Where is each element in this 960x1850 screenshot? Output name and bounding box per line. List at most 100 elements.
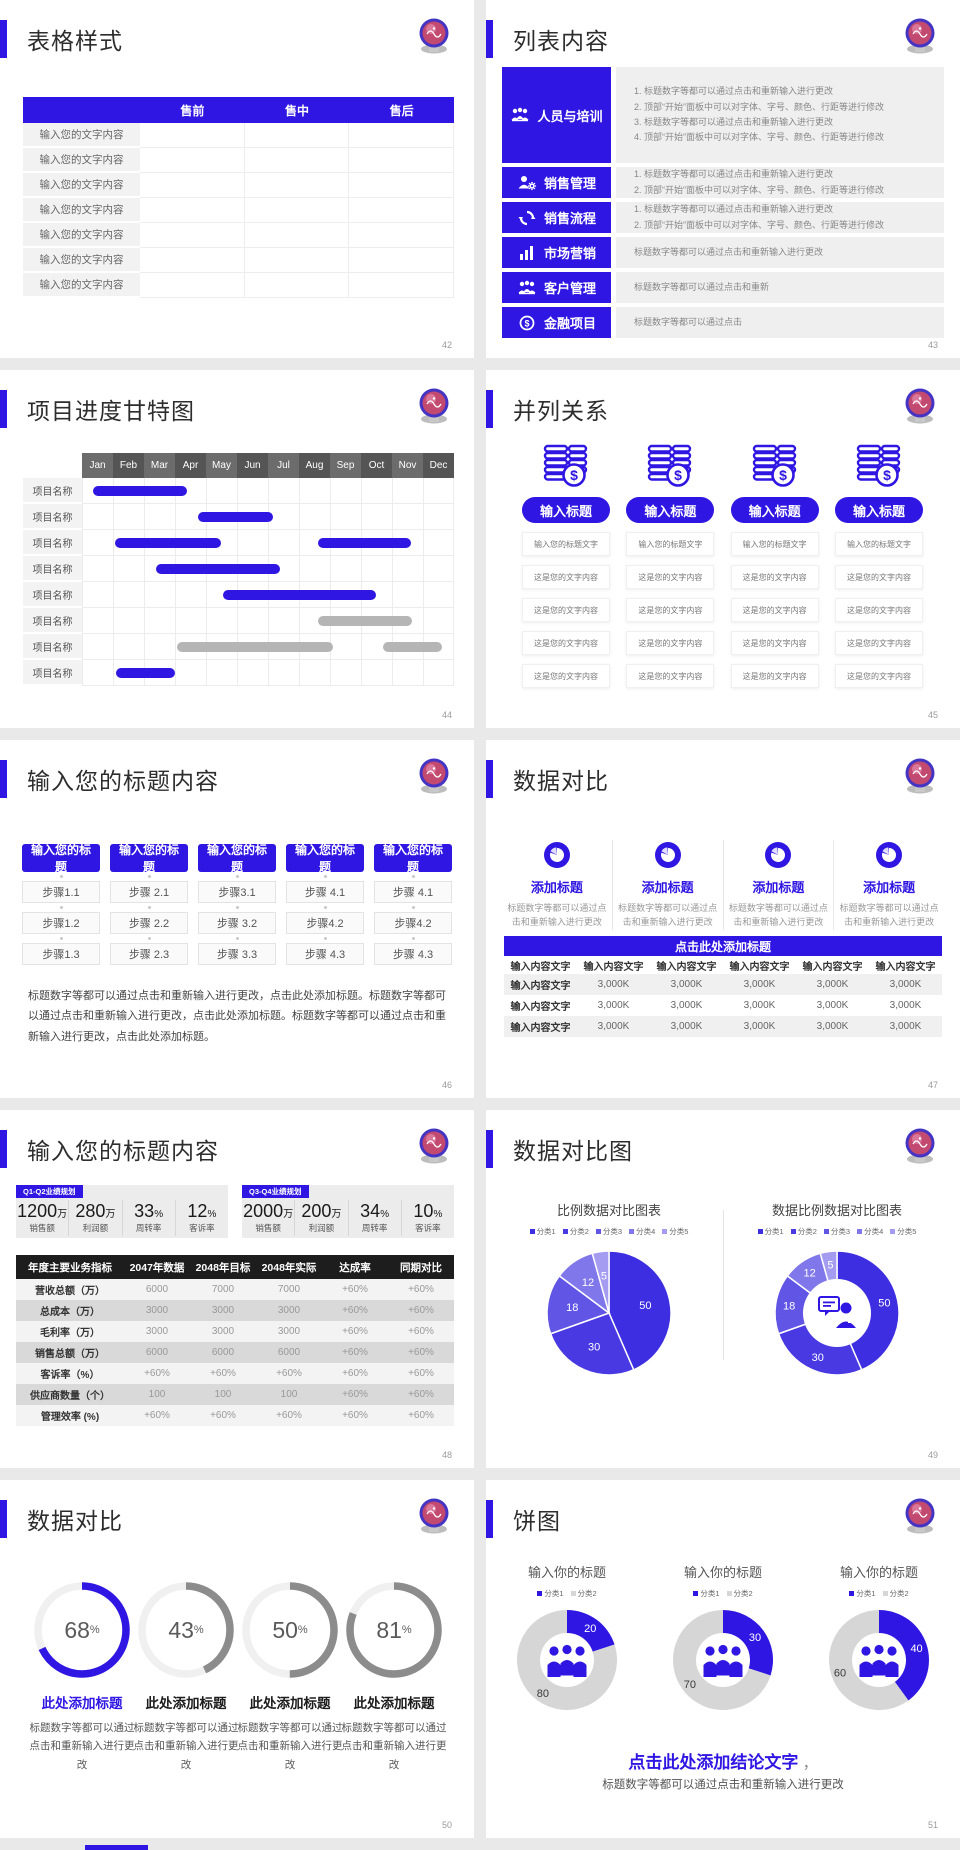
gantt-row-label[interactable]: 项目名称 xyxy=(23,608,82,634)
step-cell[interactable]: 步骤3.1 xyxy=(198,881,276,903)
empty-cell[interactable] xyxy=(349,148,455,173)
slide-44-gantt-chart[interactable]: 项目进度甘特图 Jan Feb Mar Apr May Jun Jul Aug Sep Oct No… xyxy=(0,370,474,728)
column-text-cell[interactable]: 这是您的文字内容 xyxy=(834,664,923,688)
gantt-row-label[interactable]: 项目名称 xyxy=(23,530,82,556)
empty-cell[interactable] xyxy=(349,173,455,198)
empty-cell[interactable] xyxy=(349,123,455,148)
step-cell[interactable]: 步骤 4.3 xyxy=(374,943,452,965)
slide-50-progress-rings[interactable]: 数据对比 68% 此处添加标题 标题数字等都可以通过点击和重新输入进行更改 43% 此处… xyxy=(0,1480,474,1838)
column-text-cell[interactable]: 这是您的文字内容 xyxy=(834,631,923,655)
empty-cell[interactable] xyxy=(244,223,350,248)
column-text-cell[interactable]: 这是您的文字内容 xyxy=(626,631,715,655)
column-text-cell[interactable]: 这是您的文字内容 xyxy=(522,631,610,655)
empty-cell[interactable] xyxy=(140,248,245,273)
gantt-bar[interactable] xyxy=(317,616,413,626)
slide-43-list-content[interactable]: 列表内容 人员与培训 1. 标题数字等都可以通过点击和重新输入进行更改 2. 顶部“… xyxy=(486,0,960,358)
gantt-bar[interactable] xyxy=(317,538,411,548)
empty-cell[interactable] xyxy=(140,223,245,248)
column-text-cell[interactable]: 这是您的文字内容 xyxy=(626,565,715,589)
step-cell[interactable]: 步骤4.2 xyxy=(286,912,364,934)
empty-cell[interactable] xyxy=(244,123,350,148)
column-text-cell[interactable]: 这是您的文字内容 xyxy=(522,598,610,622)
step-header-button[interactable]: 输入您的标题 xyxy=(374,843,452,874)
gantt-row-label[interactable]: 项目名称 xyxy=(23,556,82,582)
step-cell[interactable]: 步骤 2.1 xyxy=(110,881,188,903)
empty-cell[interactable] xyxy=(140,123,245,148)
list-item-button[interactable]: $ 金融项目 xyxy=(502,307,611,338)
table-title-bar[interactable]: 点击此处添加标题 xyxy=(504,936,942,956)
step-cell[interactable]: 步骤 4.3 xyxy=(286,943,364,965)
column-text-cell[interactable]: 这是您的文字内容 xyxy=(834,598,923,622)
list-item-button[interactable]: 市场营销 xyxy=(502,237,611,268)
slide-46-steps[interactable]: 输入您的标题内容 输入您的标题 步骤1.1 步骤1.2 步骤1.3 输入您的标题 步骤 2… xyxy=(0,740,474,1098)
empty-cell[interactable] xyxy=(244,273,350,298)
gantt-bar[interactable] xyxy=(198,512,273,522)
column-text-cell[interactable]: 这是您的文字内容 xyxy=(730,598,819,622)
gantt-row-label[interactable]: 项目名称 xyxy=(23,634,82,660)
step-cell[interactable]: 步骤1.3 xyxy=(22,943,100,965)
column-text-cell[interactable]: 这是您的文字内容 xyxy=(730,664,819,688)
column-text-cell[interactable]: 这是您的文字内容 xyxy=(522,664,610,688)
slide-47-data-compare[interactable]: 数据对比 添加标题 标题数字等都可以通过点击和重新输入进行更改 添加标题 标题数字等都… xyxy=(486,740,960,1098)
empty-cell[interactable] xyxy=(349,273,455,298)
step-cell[interactable]: 步骤 4.1 xyxy=(374,881,452,903)
row-label-cell[interactable]: 输入您的文字内容 xyxy=(23,248,140,273)
column-text-cell[interactable]: 这是您的文字内容 xyxy=(730,631,819,655)
slide-48-kpi-table[interactable]: 输入您的标题内容 Q1-Q2业绩规划 1200万 销售额 280万 利润额 33% 周转率 1… xyxy=(0,1110,474,1468)
column-title-button[interactable]: 输入标题 xyxy=(522,497,610,523)
row-label-cell[interactable]: 输入您的文字内容 xyxy=(23,223,140,248)
gantt-bar[interactable] xyxy=(156,564,281,574)
column-title-button[interactable]: 输入标题 xyxy=(730,497,819,523)
gantt-row-label[interactable]: 项目名称 xyxy=(23,478,82,504)
step-cell[interactable]: 步骤 4.1 xyxy=(286,881,364,903)
column-text-cell[interactable]: 这是您的文字内容 xyxy=(522,565,610,589)
column-text-cell[interactable]: 这是您的文字内容 xyxy=(730,565,819,589)
column-text-cell[interactable]: 输入您的标题文字 xyxy=(834,532,923,556)
step-cell[interactable]: 步骤 3.2 xyxy=(198,912,276,934)
gantt-bar[interactable] xyxy=(116,668,175,678)
step-cell[interactable]: 步骤 3.3 xyxy=(198,943,276,965)
gantt-bar[interactable] xyxy=(176,642,334,652)
row-label-cell[interactable]: 输入您的文字内容 xyxy=(23,198,140,223)
gantt-bar[interactable] xyxy=(223,590,377,600)
gantt-bar[interactable] xyxy=(382,642,442,652)
step-header-button[interactable]: 输入您的标题 xyxy=(286,843,364,874)
column-text-cell[interactable]: 输入您的标题文字 xyxy=(626,532,715,556)
list-item-button[interactable]: 销售流程 xyxy=(502,202,611,233)
row-label-cell[interactable]: 输入您的文字内容 xyxy=(23,173,140,198)
gantt-row-label[interactable]: 项目名称 xyxy=(23,504,82,530)
empty-cell[interactable] xyxy=(244,148,350,173)
step-cell[interactable]: 步骤4.2 xyxy=(374,912,452,934)
step-cell[interactable]: 步骤 2.2 xyxy=(110,912,188,934)
row-label-cell[interactable]: 输入您的文字内容 xyxy=(23,273,140,298)
slide-45-parallel-relation[interactable]: 并列关系 $ 输入标题 输入您的标题文字 这是您的文字内容 这是您的文字内容 这是您的文字… xyxy=(486,370,960,728)
empty-cell[interactable] xyxy=(244,248,350,273)
step-header-button[interactable]: 输入您的标题 xyxy=(110,843,188,874)
step-cell[interactable]: 步骤1.2 xyxy=(22,912,100,934)
slide-49-pie-charts[interactable]: 数据对比图 比例数据对比图表 分类1 分类2 分类3 分类4 分类5 50 30 18 12 5 数据… xyxy=(486,1110,960,1468)
empty-cell[interactable] xyxy=(140,273,245,298)
step-cell[interactable]: 步骤1.1 xyxy=(22,881,100,903)
list-item-button[interactable]: 人员与培训 xyxy=(502,67,611,163)
step-header-button[interactable]: 输入您的标题 xyxy=(22,843,100,874)
gantt-bar[interactable] xyxy=(114,538,222,548)
empty-cell[interactable] xyxy=(349,248,455,273)
slide-42-table-style[interactable]: 表格样式 售前 售中 售后 输入您的文字内容 输入您的文字内容 输入您的文字内容 输入您的文… xyxy=(0,0,474,358)
step-cell[interactable]: 步骤 2.3 xyxy=(110,943,188,965)
column-title-button[interactable]: 输入标题 xyxy=(626,497,715,523)
empty-cell[interactable] xyxy=(140,173,245,198)
row-label-cell[interactable]: 输入您的文字内容 xyxy=(23,123,140,148)
column-title-button[interactable]: 输入标题 xyxy=(834,497,923,523)
slide-51-donut-charts[interactable]: 饼图 输入你的标题 分类1 分类2 20 80 输入你的标题 分类1 分类2 30 70 输入你的标… xyxy=(486,1480,960,1838)
gantt-bar[interactable] xyxy=(92,486,188,496)
gantt-row-label[interactable]: 项目名称 xyxy=(23,660,82,686)
column-text-cell[interactable]: 这是您的文字内容 xyxy=(626,598,715,622)
empty-cell[interactable] xyxy=(140,198,245,223)
column-text-cell[interactable]: 这是您的文字内容 xyxy=(834,565,923,589)
row-label-cell[interactable]: 输入您的文字内容 xyxy=(23,148,140,173)
list-item-button[interactable]: 客户管理 xyxy=(502,272,611,303)
empty-cell[interactable] xyxy=(244,198,350,223)
step-header-button[interactable]: 输入您的标题 xyxy=(198,843,276,874)
empty-cell[interactable] xyxy=(140,148,245,173)
empty-cell[interactable] xyxy=(244,173,350,198)
